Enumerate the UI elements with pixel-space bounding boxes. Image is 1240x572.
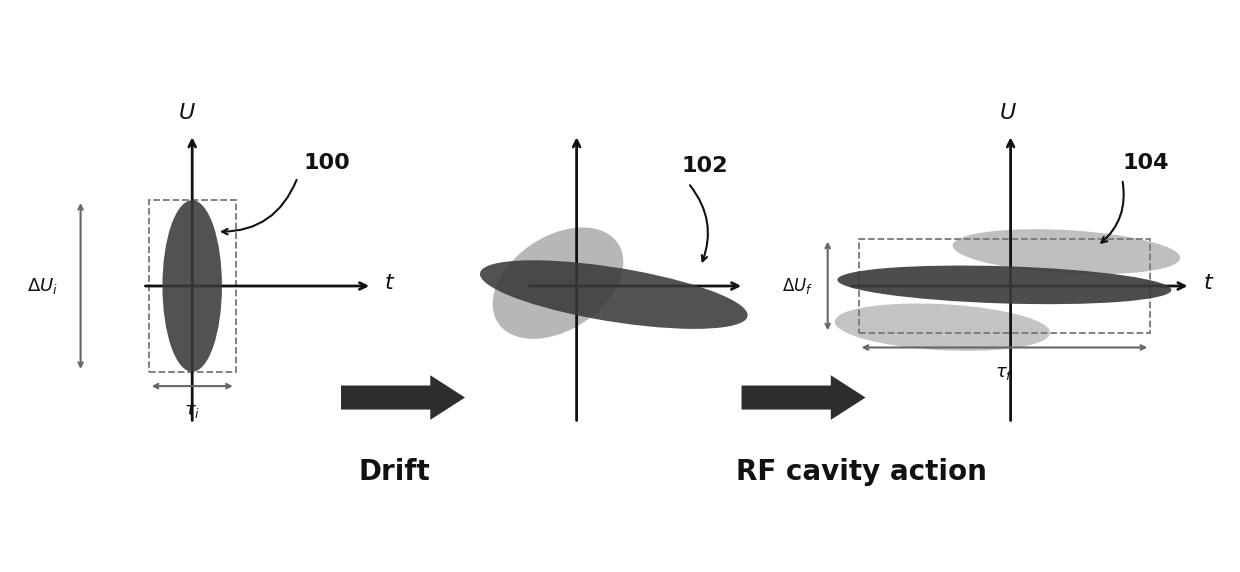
Ellipse shape (837, 265, 1172, 304)
Polygon shape (742, 375, 866, 420)
Text: $U$: $U$ (179, 103, 196, 123)
Text: $t$: $t$ (1203, 273, 1214, 293)
Text: $\tau_i$: $\tau_i$ (184, 402, 201, 420)
Text: $U$: $U$ (999, 103, 1017, 123)
Ellipse shape (492, 228, 624, 339)
Text: $\tau_f$: $\tau_f$ (994, 364, 1014, 382)
Text: 100: 100 (304, 153, 351, 173)
Bar (149, 200, 236, 372)
Ellipse shape (835, 304, 1050, 351)
Text: 104: 104 (1122, 153, 1168, 173)
Text: Drift: Drift (358, 458, 430, 486)
Text: RF cavity action: RF cavity action (737, 458, 987, 486)
Text: $\Delta U_i$: $\Delta U_i$ (27, 276, 58, 296)
Polygon shape (341, 375, 465, 420)
Text: $\Delta U_f$: $\Delta U_f$ (781, 276, 812, 296)
Text: 102: 102 (682, 156, 729, 176)
Bar (858, 239, 1149, 333)
Ellipse shape (952, 229, 1180, 274)
Ellipse shape (162, 200, 222, 372)
Ellipse shape (480, 260, 748, 329)
Text: $t$: $t$ (384, 273, 396, 293)
